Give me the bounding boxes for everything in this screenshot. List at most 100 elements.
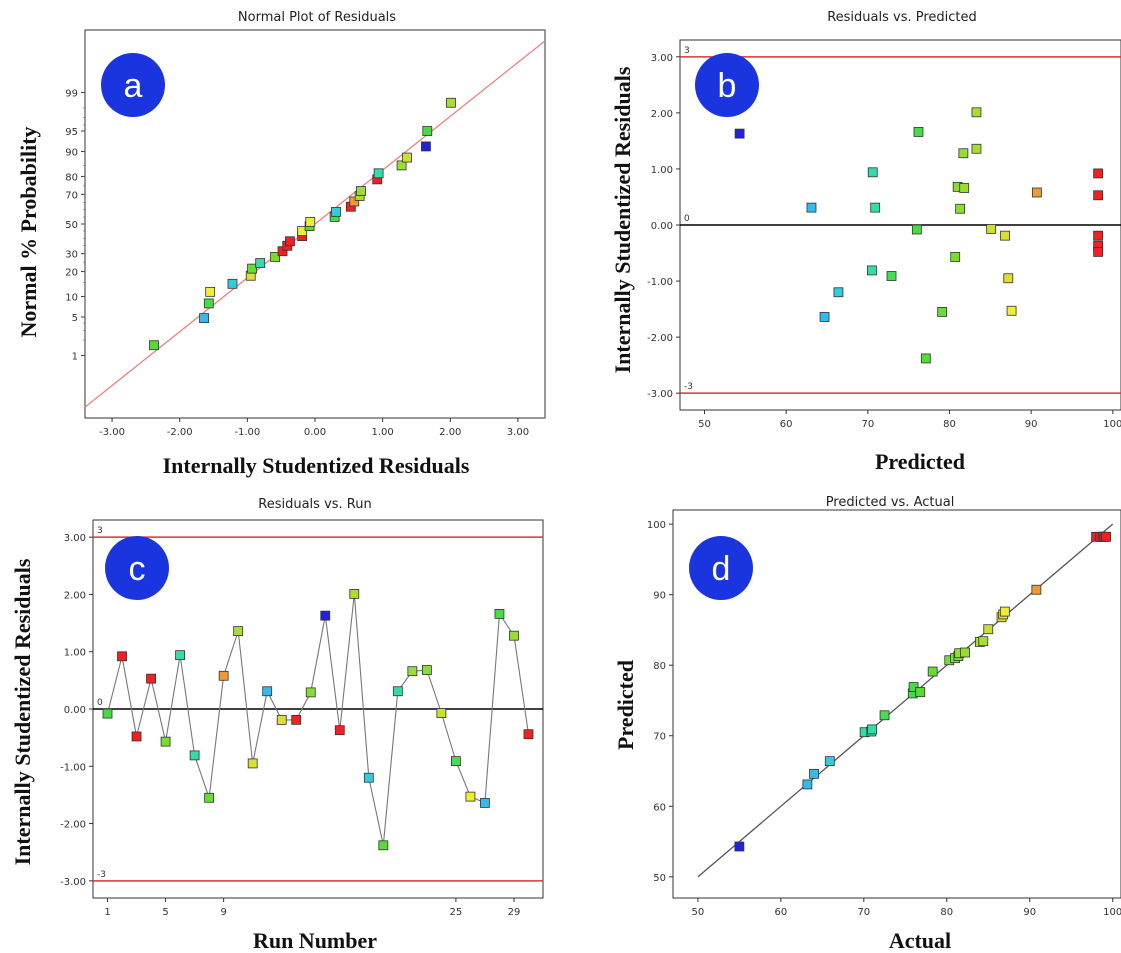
data-point [867,167,878,178]
data-point [734,841,745,852]
panel-a-xlabel: Internally Studentized Residuals [163,453,470,478]
x-tick-label: 90 [1023,907,1036,918]
data-point [218,670,229,681]
y-tick-label: 1.00 [64,648,86,659]
x-tick-label: 29 [508,907,521,918]
data-point [937,306,948,317]
data-point [262,686,273,697]
panel-c-badge [105,536,169,600]
panel-c-xlabel: Run Number [253,928,377,953]
y-tick-label: 2.00 [64,590,86,601]
data-point [189,750,200,761]
x-tick-label: 1 [104,907,110,918]
data-point [203,298,214,309]
data-point [378,840,389,851]
data-point [1093,190,1104,201]
x-tick-label: 50 [692,907,705,918]
data-point [809,768,819,779]
x-tick-label: 60 [780,419,793,430]
data-point [204,792,215,803]
panel-a-title: Normal Plot of Residuals [238,10,396,25]
data-point [117,651,127,662]
panel-d-badge [689,536,753,600]
data-point [734,128,745,139]
y-tick-label: 3.00 [64,533,86,544]
data-point [920,353,931,364]
y-tick-label: 1.00 [651,165,673,176]
data-point [959,183,970,193]
data-point [146,673,156,684]
data-point [205,286,216,297]
data-point [247,263,257,274]
data-point [233,626,244,637]
y-tick-label: 70 [65,190,78,201]
data-point [305,216,316,227]
y-tick-label: 100 [647,520,666,531]
data-point [373,168,384,179]
y-tick-label: 90 [653,591,666,602]
data-point [960,647,970,658]
data-point [480,798,490,808]
x-tick-label: 100 [1103,907,1121,918]
data-point [971,107,982,118]
y-tick-label: 2.00 [651,109,673,120]
y-tick-label: 50 [653,873,666,884]
x-tick-label: 50 [698,419,711,430]
data-point [1101,531,1111,542]
y-tick-label: 1 [72,352,78,363]
data-point [1093,247,1104,257]
data-point [911,224,922,235]
plot-frame [672,509,1121,899]
data-point [879,710,890,721]
data-point [320,610,331,621]
x-tick-label: 25 [450,907,463,918]
data-point [407,666,418,677]
data-point [955,203,966,214]
data-point [334,725,345,736]
x-tick-label: 60 [774,907,787,918]
data-point [175,650,185,661]
x-tick-label: 9 [220,907,226,918]
data-point [819,312,830,322]
x-tick-label: 80 [943,419,956,430]
y-tick-label: 70 [653,732,666,743]
panel-b-residuals-vs-predicted: Residuals vs. Predicted 50 60 70 80 90 100 -3.… [610,10,1121,474]
y-tick-label: -3.00 [60,877,86,888]
panel-d-predicted-vs-actual: Predicted vs. Actual 50 60 70 80 90 100 50 60 70… [613,495,1121,953]
data-point [285,236,295,247]
data-point [291,714,302,725]
data-point [276,714,287,725]
reference-hline-label: 3 [684,46,690,56]
y-tick-label: 80 [65,172,78,183]
panel-a-ylabel: Normal % Probability [16,126,41,337]
data-point [363,772,374,783]
data-point [908,682,919,692]
data-point [297,226,308,237]
y-tick-label: 5 [72,313,78,324]
reference-hline-label: 0 [684,214,690,224]
x-tick-label: 5 [162,907,168,918]
data-point [331,206,341,217]
data-point [349,588,360,599]
y-tick-label: 3.00 [651,53,673,64]
panel-c-residuals-vs-run: Residuals vs. Run 1 5 9 25 29 -3.00 -2.00 -1.00… [10,497,544,953]
data-point [1093,168,1104,179]
data-point [227,278,238,289]
data-point [886,271,897,281]
data-point [927,666,938,677]
panel-d-badge-letter: d [712,550,731,588]
data-point [349,196,360,207]
panel-b-badge [695,53,759,117]
y-tick-label: -2.00 [60,820,86,831]
data-point [867,265,877,276]
data-point [523,729,534,740]
panel-a-normal-plot: Normal Plot of Residuals -3.00 -2.00 -1.00… [16,10,546,478]
data-point [392,686,403,697]
panel-b-ylabel: Internally Studentized Residuals [610,66,635,373]
x-tick-label: 80 [940,907,953,918]
data-point [833,287,844,298]
data-point [255,258,266,268]
x-tick-label: 70 [857,907,870,918]
data-point [986,224,997,234]
